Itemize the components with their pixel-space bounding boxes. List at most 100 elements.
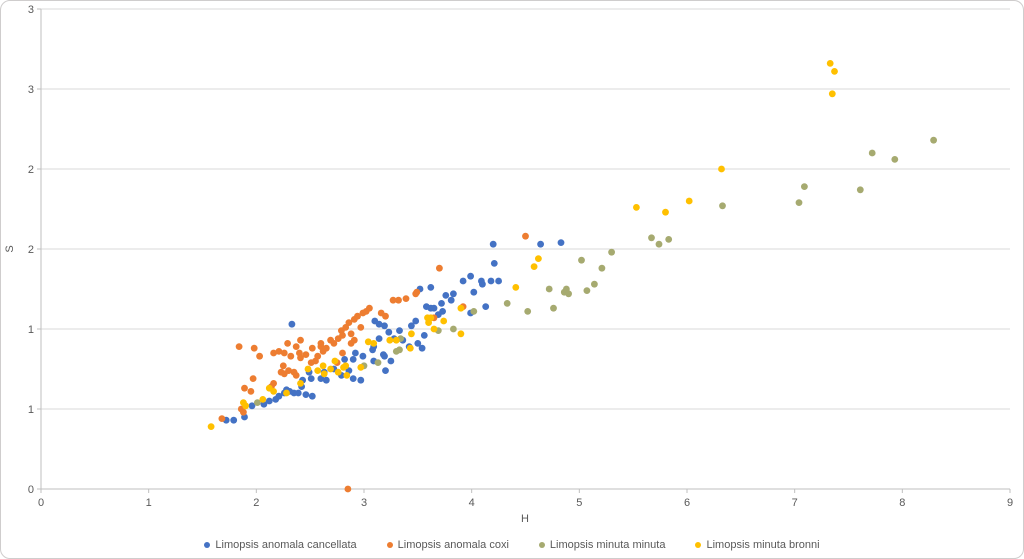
data-point — [382, 367, 389, 374]
data-point — [389, 296, 397, 304]
data-point — [354, 312, 361, 320]
data-point — [352, 349, 359, 357]
x-axis-title: H — [521, 513, 529, 525]
data-point — [270, 380, 277, 387]
legend-marker-icon — [695, 542, 702, 548]
data-point — [665, 236, 673, 243]
data-point — [256, 352, 263, 360]
y-tick-label: 2 — [28, 164, 34, 176]
data-point — [856, 186, 864, 194]
data-point — [402, 295, 410, 302]
data-point — [490, 260, 498, 267]
data-point — [436, 264, 443, 272]
data-point — [370, 340, 378, 347]
data-point — [430, 304, 438, 312]
series-limopsis-minuta-minuta — [254, 136, 937, 406]
data-point — [447, 296, 455, 304]
data-point — [608, 248, 615, 256]
data-point — [392, 336, 400, 344]
data-point — [357, 324, 365, 331]
data-point — [342, 324, 350, 331]
data-point — [648, 234, 655, 242]
data-point — [598, 264, 606, 272]
tick-labels: 0 1 1 2 2 3 3 0 1 2 3 4 5 6 7 8 9 — [28, 4, 1013, 509]
data-point — [545, 285, 553, 293]
data-point — [450, 325, 457, 333]
data-point — [270, 349, 277, 357]
data-point — [537, 240, 544, 248]
data-point — [489, 240, 497, 248]
data-point — [512, 284, 520, 291]
x-tick-label: 3 — [361, 497, 367, 509]
data-point — [930, 136, 937, 144]
data-point — [396, 346, 403, 354]
data-point — [795, 199, 803, 207]
data-point — [535, 255, 542, 262]
data-point — [420, 332, 428, 339]
data-point — [530, 263, 538, 270]
data-point — [414, 340, 422, 347]
data-point — [524, 308, 532, 315]
data-point — [248, 402, 256, 410]
gridlines — [41, 8, 1010, 410]
data-point — [288, 320, 296, 328]
data-point — [366, 304, 373, 312]
data-point — [250, 344, 258, 352]
data-point — [565, 290, 572, 298]
x-tick-label: 8 — [899, 497, 905, 509]
series-limopsis-anomala-coxi — [218, 232, 529, 493]
data-point — [550, 304, 557, 312]
data-point — [341, 356, 348, 363]
legend-item: Limopsis anomala cancellata — [204, 539, 357, 551]
data-point — [270, 388, 277, 395]
data-point — [284, 340, 291, 347]
data-point — [292, 372, 300, 379]
data-point — [418, 344, 426, 352]
data-point — [387, 357, 395, 365]
data-point — [662, 208, 669, 216]
data-point — [350, 336, 358, 344]
legend-marker-icon — [386, 542, 393, 548]
data-point — [235, 343, 243, 350]
data-point — [308, 392, 316, 400]
legend-item: Limopsis minuta minuta — [538, 539, 665, 551]
data-point — [342, 362, 350, 370]
data-point — [655, 240, 663, 248]
legend-marker-icon — [204, 542, 211, 548]
series-limopsis-minuta-bronni — [207, 60, 838, 430]
data-point — [439, 308, 446, 315]
y-tick-label: 3 — [28, 4, 34, 16]
data-point — [503, 300, 511, 307]
data-point — [457, 330, 465, 338]
data-point — [275, 392, 283, 400]
legend-marker-icon — [538, 542, 545, 548]
legend-label: Limopsis minuta bronni — [706, 539, 820, 551]
data-point — [396, 327, 403, 334]
data-point — [349, 356, 357, 363]
legend-item: Limopsis minuta bronni — [695, 539, 820, 551]
data-point — [317, 375, 325, 382]
data-point — [314, 367, 322, 374]
data-point — [218, 415, 226, 422]
data-point — [283, 389, 290, 397]
data-point — [430, 325, 438, 333]
data-point — [438, 300, 445, 307]
data-point — [317, 340, 325, 347]
data-point — [345, 319, 353, 326]
data-point — [450, 290, 457, 298]
data-point — [207, 423, 215, 430]
y-tick-label: 0 — [28, 484, 34, 496]
data-point — [279, 362, 287, 370]
data-point — [280, 349, 288, 357]
data-point — [247, 388, 255, 395]
data-point — [314, 352, 322, 360]
data-point — [427, 314, 435, 322]
y-tick-label: 1 — [28, 404, 34, 416]
data-point — [292, 343, 300, 350]
data-point — [583, 287, 591, 294]
y-tick-label: 2 — [28, 244, 34, 256]
data-point — [287, 352, 295, 360]
data-point — [254, 399, 261, 406]
